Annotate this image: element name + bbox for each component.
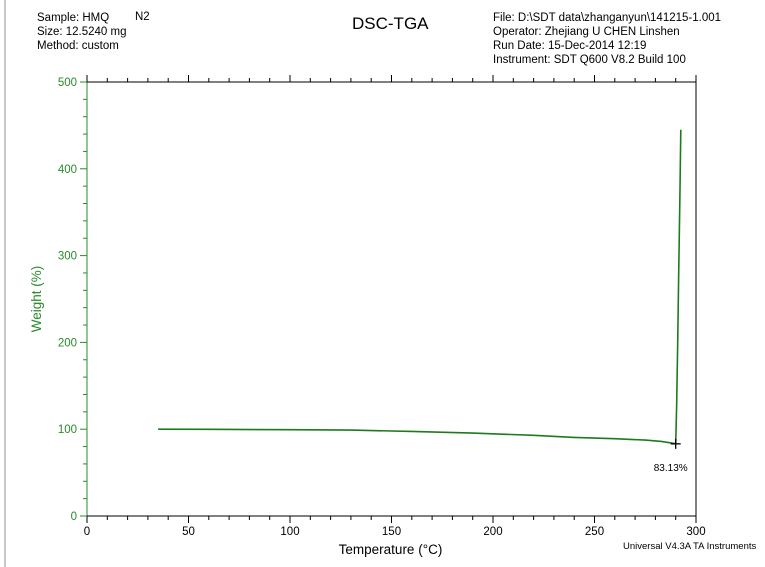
x-tick-label: 100: [280, 526, 299, 538]
run-date-label: Run Date: 15-Dec-2014 12:19: [493, 40, 647, 52]
size-label: Size: 12.5240 mg: [37, 26, 127, 38]
instrument-label: Instrument: SDT Q600 V8.2 Build 100: [493, 54, 686, 66]
y-tick-label: 300: [58, 251, 77, 263]
x-tick-label: 150: [382, 526, 401, 538]
sample-gas: N2: [135, 11, 150, 23]
weight-curve-0: [158, 129, 682, 445]
file-label: File: D:\SDT data\zhanganyun\141215-1.00…: [493, 12, 722, 24]
x-tick-label: 200: [483, 526, 502, 538]
x-tick-label: 0: [84, 526, 90, 538]
operator-label: Operator: Zhejiang U CHEN Linshen: [493, 26, 680, 38]
x-axis-label: Temperature (°C): [339, 542, 443, 557]
y-tick-label: 500: [58, 77, 77, 89]
y-tick-label: 400: [58, 164, 77, 176]
left-border: [4, 0, 6, 567]
y-tick-label: 0: [71, 511, 77, 523]
method-label: Method: custom: [37, 40, 119, 52]
sample-info: Sample: HMQ Size: 12.5240 mg Method: cus…: [37, 11, 127, 53]
y-tick-label: 100: [58, 424, 77, 436]
x-tick-label: 250: [585, 526, 604, 538]
run-info: File: D:\SDT data\zhanganyun\141215-1.00…: [493, 11, 721, 67]
y-tick-label: 200: [58, 337, 77, 349]
x-tick-label: 300: [686, 526, 705, 538]
software-footer: Universal V4.3A TA Instruments: [623, 541, 757, 552]
x-tick-label: 50: [182, 526, 195, 538]
sample-label: Sample: HMQ: [37, 12, 110, 24]
chart-title: DSC-TGA: [352, 14, 429, 33]
y-axis-label: Weight (%): [29, 266, 44, 333]
annotation-label: 83.13%: [654, 463, 688, 474]
